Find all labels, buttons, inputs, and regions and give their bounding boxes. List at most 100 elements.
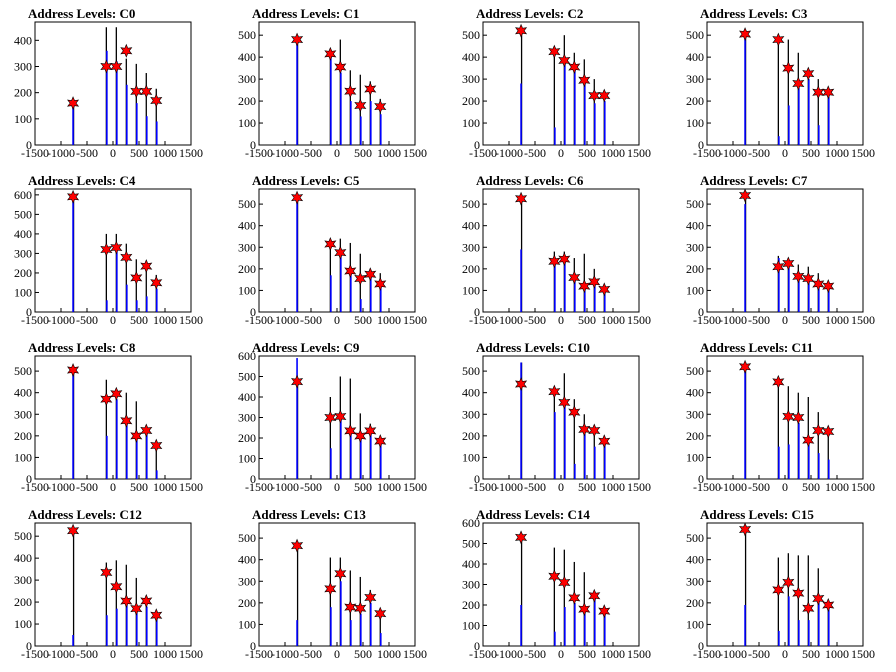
peak-marker — [515, 377, 528, 392]
x-tick-label: -500 — [300, 146, 322, 160]
peak-marker — [110, 386, 123, 401]
plot-frame — [34, 21, 192, 146]
peak-marker — [130, 270, 143, 285]
x-tick-label: 0 — [110, 146, 116, 160]
x-tick-label: 500 — [802, 313, 820, 327]
x-tick-label: -1000 — [495, 313, 523, 327]
y-tick-label: 300 — [686, 72, 704, 86]
peak-marker — [364, 82, 377, 96]
x-tick-label: 1000 — [601, 480, 625, 494]
y-tick-label: 0 — [26, 472, 32, 486]
peak-marker — [578, 73, 591, 88]
peak-marker — [558, 252, 571, 267]
peak-marker — [812, 85, 825, 100]
x-tick-label: 1500 — [403, 480, 427, 494]
peak-marker — [150, 608, 163, 623]
y-tick-label: 0 — [698, 138, 704, 152]
x-tick-label: 1000 — [825, 480, 849, 494]
peak-marker — [324, 237, 337, 252]
chart-panel: Address Levels: C60100200300400500-1500-… — [462, 173, 651, 327]
peak-marker — [548, 569, 561, 584]
peak-marker — [792, 410, 805, 425]
y-tick-label: 600 — [462, 516, 480, 530]
peak-marker — [792, 76, 805, 91]
x-tick-label: 500 — [578, 647, 596, 661]
y-tick-label: 100 — [686, 116, 704, 130]
y-tick-label: 100 — [14, 285, 32, 299]
peak-marker — [140, 84, 153, 99]
y-tick-label: 0 — [698, 472, 704, 486]
peak-marker — [130, 601, 143, 616]
x-tick-label: -1500 — [21, 313, 49, 327]
peak-marker — [739, 359, 752, 374]
peak-marker — [598, 434, 611, 449]
chart-panel: Address Levels: C30100200300400500-1500-… — [686, 6, 875, 160]
peak-marker — [515, 23, 528, 38]
plot-frame — [482, 355, 640, 480]
chart-panel: Address Levels: C0 0 100 200 300 400 -1500-100… — [14, 6, 203, 160]
x-tick-label: -500 — [748, 313, 770, 327]
y-tick-label: 300 — [238, 411, 256, 425]
y-tick-label: 500 — [686, 364, 704, 378]
x-tick-label: 0 — [334, 313, 340, 327]
y-tick-label: 400 — [14, 33, 32, 47]
y-tick-label: 0 — [26, 138, 32, 152]
x-tick-label: 0 — [558, 146, 564, 160]
peak-marker — [354, 271, 367, 286]
y-tick-label: 200 — [462, 94, 480, 108]
y-tick-label: 400 — [14, 227, 32, 241]
x-tick-label: -500 — [748, 480, 770, 494]
y-tick-label: 0 — [474, 138, 480, 152]
peak-marker — [291, 374, 304, 389]
y-tick-label: 200 — [238, 262, 256, 276]
x-tick-label: -1500 — [693, 647, 721, 661]
peak-marker — [354, 98, 367, 113]
x-tick-label: 1000 — [825, 647, 849, 661]
y-tick-label: 400 — [686, 50, 704, 64]
peak-marker — [578, 279, 591, 294]
x-tick-label: -1500 — [245, 647, 273, 661]
peak-marker — [598, 604, 611, 619]
x-tick-label: 0 — [334, 146, 340, 160]
chart-title: Address Levels: C6 — [476, 173, 584, 188]
x-tick-label: -500 — [76, 146, 98, 160]
plot-frame — [34, 355, 192, 480]
chart-title: Address Levels: C8 — [28, 340, 136, 355]
peak-marker — [772, 582, 785, 597]
chart-panel: Address Levels: C70100200300400500-1500-… — [686, 173, 875, 327]
peak-marker — [140, 423, 153, 438]
x-tick-label: 1000 — [825, 313, 849, 327]
chart-panel: Address Levels: C12 0 100 200 300 400 500 -1500… — [14, 507, 203, 661]
peak-marker — [150, 438, 163, 453]
y-tick-label: 200 — [686, 429, 704, 443]
y-tick-label: 100 — [462, 450, 480, 464]
x-tick-label: 500 — [130, 480, 148, 494]
x-tick-label: 500 — [578, 313, 596, 327]
peak-marker — [291, 32, 304, 47]
peak-marker — [578, 422, 591, 437]
peak-marker — [150, 93, 163, 108]
x-tick-label: 1000 — [377, 647, 401, 661]
peak-marker — [578, 602, 591, 617]
x-tick-label: 500 — [354, 313, 372, 327]
x-tick-label: -1500 — [469, 480, 497, 494]
x-tick-label: 0 — [782, 647, 788, 661]
x-tick-label: -1000 — [719, 647, 747, 661]
peak-marker — [334, 409, 347, 424]
peak-marker — [67, 363, 80, 378]
x-tick-label: -1000 — [719, 313, 747, 327]
y-tick-label: 500 — [14, 364, 32, 378]
peak-marker — [324, 46, 337, 61]
x-tick-label: 0 — [558, 313, 564, 327]
peak-marker — [334, 60, 347, 75]
y-tick-label: 500 — [238, 531, 256, 545]
y-tick-label: 300 — [14, 407, 32, 421]
x-tick-label: 500 — [802, 146, 820, 160]
y-tick-label: 300 — [14, 573, 32, 587]
peak-marker — [782, 409, 795, 424]
peak-marker — [110, 240, 123, 255]
peak-marker — [110, 59, 123, 74]
y-tick-label: 500 — [686, 28, 704, 42]
y-tick-label: 400 — [14, 386, 32, 400]
y-tick-label: 400 — [462, 557, 480, 571]
